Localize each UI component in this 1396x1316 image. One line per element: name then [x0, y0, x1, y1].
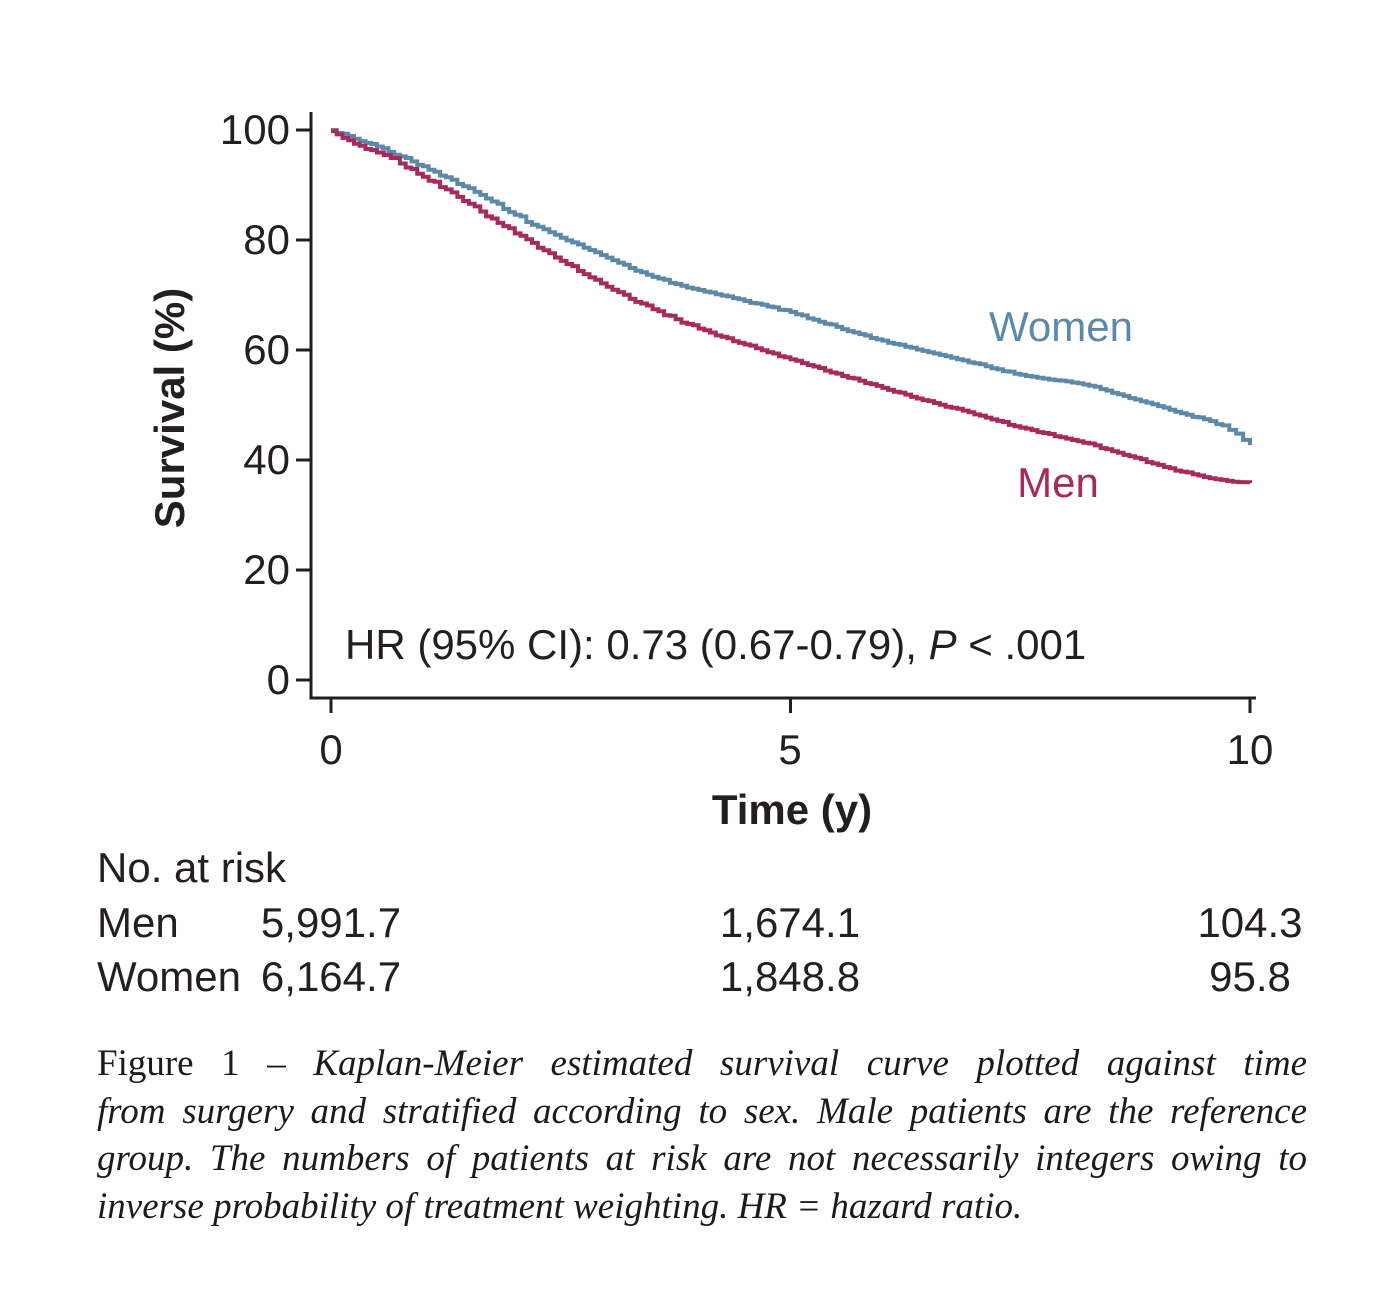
- risk-value-men-t10: 104.3: [1197, 899, 1303, 946]
- p-value-text: < .001: [956, 621, 1087, 668]
- series-label-women: Women: [989, 303, 1133, 350]
- x-tick-label-0: 0: [319, 726, 343, 773]
- risk-value-men-t0: 5,991.7: [260, 899, 402, 946]
- x-axis-title: Time (y): [711, 786, 873, 833]
- risk-row-label: Men: [97, 899, 179, 946]
- hr-annotation: HR (95% CI): 0.73 (0.67-0.79), P < .001: [345, 621, 1086, 669]
- risk-row-label: Women: [97, 953, 241, 1000]
- risk-table-header: No. at risk: [97, 844, 287, 891]
- x-tick-label-10: 10: [1226, 726, 1274, 773]
- risk-value-women-t10: 95.8: [1209, 953, 1291, 1000]
- caption-line-1: Figure 1 – Kaplan-Meier estimated surviv…: [97, 1040, 1307, 1088]
- caption-line-1-italic: Kaplan-Meier estimated survival curve pl…: [285, 1043, 1308, 1084]
- risk-value-women-t0: 6,164.7: [260, 953, 402, 1000]
- y-tick-label-80: 80: [243, 216, 290, 263]
- y-tick-label-20: 20: [243, 546, 290, 593]
- risk-value-men-t5: 1,674.1: [719, 899, 861, 946]
- y-tick-label-60: 60: [243, 326, 290, 373]
- risk-row-women: Women 6,164.7 1,848.8 95.8: [0, 951, 1396, 1003]
- y-tick-label-40: 40: [243, 436, 290, 483]
- survival-curve-women: [331, 128, 1252, 446]
- caption-line-2: from surgery and stratified according to…: [97, 1090, 1307, 1132]
- hr-annotation-text: HR (95% CI): 0.73 (0.67-0.79),: [345, 621, 929, 668]
- y-tick-label-0: 0: [266, 656, 290, 703]
- survival-curve-men: [331, 129, 1252, 485]
- caption-figure-label: Figure 1 –: [97, 1043, 286, 1084]
- series-label-men: Men: [1017, 459, 1099, 506]
- figure-caption: Figure 1 – Kaplan-Meier estimated surviv…: [97, 1040, 1307, 1230]
- p-value-symbol: P: [928, 621, 957, 668]
- x-tick-label-5: 5: [778, 726, 802, 773]
- caption-line-4: inverse probability of treatment weighti…: [97, 1185, 1023, 1227]
- y-tick-label-100: 100: [219, 106, 290, 153]
- risk-value-women-t5: 1,848.8: [719, 953, 861, 1000]
- risk-row-men: Men 5,991.7 1,674.1 104.3: [0, 897, 1396, 949]
- caption-line-3: group. The numbers of patients at risk a…: [97, 1138, 1307, 1179]
